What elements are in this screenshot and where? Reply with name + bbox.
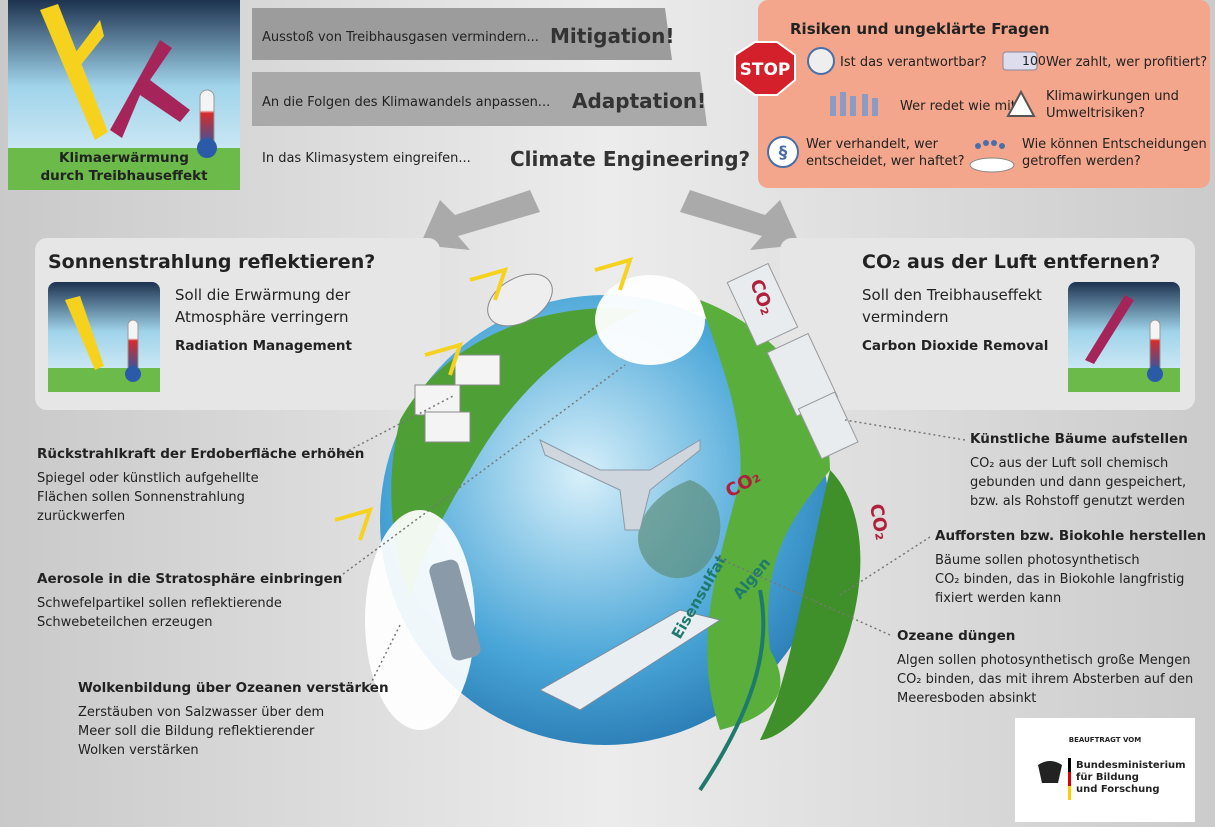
measure-text: Meeresboden absinkt xyxy=(897,691,1036,706)
measure-text: CO₂ binden, das in Biokohle langfristig xyxy=(935,572,1184,587)
measure-text: Meer soll die Bildung reflektierender xyxy=(78,724,315,739)
measure-text: CO₂ aus der Luft soll chemisch xyxy=(970,456,1168,471)
approach-right: CO₂ aus der Luft entfernen? Soll den Tre… xyxy=(780,238,1195,410)
risk-item: Wer redet wie mit? xyxy=(900,99,1023,114)
measure-title: Aerosole in die Stratosphäre einbringen xyxy=(37,571,342,587)
money-icon: 100 xyxy=(1022,53,1046,68)
approach-title: CO₂ aus der Luft entfernen? xyxy=(862,251,1160,273)
panel-label: Klimaerwärmung xyxy=(59,150,189,166)
strategy-name: Mitigation! xyxy=(550,24,675,48)
measure-text: fixiert werden kann xyxy=(935,591,1061,606)
sponsor-name: und Forschung xyxy=(1076,784,1160,795)
panel-label: durch Treibhauseffekt xyxy=(40,168,208,184)
sponsor-note: BEAUFTRAGT VOM xyxy=(1069,736,1141,744)
law-icon: § xyxy=(779,143,788,163)
strategy-lead: In das Klimasystem eingreifen... xyxy=(262,151,471,166)
risk-item: Ist das verantwortbar? xyxy=(840,55,987,70)
measure-text: Algen sollen photosynthetisch große Meng… xyxy=(897,653,1191,668)
approach-text: vermindern xyxy=(862,308,948,326)
measure-text: Spiegel oder künstlich aufgehellte xyxy=(37,471,259,486)
measure-title: Aufforsten bzw. Biokohle herstellen xyxy=(935,528,1206,544)
measure-text: Zerstäuben von Salzwasser über dem xyxy=(78,705,324,720)
measure-title: Künstliche Bäume aufstellen xyxy=(970,431,1188,447)
risk-item: Klimawirkungen und xyxy=(1046,89,1179,104)
measure-title: Wolkenbildung über Ozeanen verstärken xyxy=(78,680,389,696)
measure-title: Ozeane düngen xyxy=(897,628,1015,644)
approach-text: Atmosphäre verringern xyxy=(175,308,349,326)
risk-item: Wer verhandelt, wer xyxy=(806,137,939,152)
approach-text: Soll den Treibhauseffekt xyxy=(862,286,1042,304)
approach-name: Carbon Dioxide Removal xyxy=(862,338,1048,354)
measure-text: zurückwerfen xyxy=(37,509,125,524)
risks-title: Risiken und ungeklärte Fragen xyxy=(790,20,1050,38)
risk-item: Wie können Entscheidungen xyxy=(1022,137,1207,152)
strategy-lead: An die Folgen des Klimawandels anpassen.… xyxy=(262,95,550,110)
sponsor-name: Bundesministerium xyxy=(1076,760,1186,771)
greenhouse-panel: Klimaerwärmung durch Treibhauseffekt xyxy=(8,0,240,190)
strategy-name: Adaptation! xyxy=(572,89,706,113)
measure-title: Rückstrahlkraft der Erdoberfläche erhöhe… xyxy=(37,446,364,462)
measure-text: CO₂ binden, das mit ihrem Absterben auf … xyxy=(897,672,1193,687)
measure-text: Schwefelpartikel sollen reflektierende xyxy=(37,596,282,611)
strategy-lead: Ausstoß von Treibhausgasen vermindern... xyxy=(262,30,539,45)
risks-box: Risiken und ungeklärte Fragen STOP Ist d… xyxy=(735,0,1210,188)
risk-item: Wer zahlt, wer profitiert? xyxy=(1046,55,1207,70)
approach-name: Radiation Management xyxy=(175,338,352,354)
measure-text: Schwebeteilchen erzeugen xyxy=(37,615,213,630)
approach-text: Soll die Erwärmung der xyxy=(175,286,351,304)
sponsor-name: für Bildung xyxy=(1076,772,1139,783)
risk-item: entscheidet, wer haftet? xyxy=(806,154,964,169)
approach-title: Sonnenstrahlung reflektieren? xyxy=(48,251,375,273)
strategy-name: Climate Engineering? xyxy=(510,147,750,171)
risk-item: getroffen werden? xyxy=(1022,154,1141,169)
approach-left: Sonnenstrahlung reflektieren? Soll die E… xyxy=(35,238,440,410)
measure-text: bzw. als Rohstoff genutzt werden xyxy=(970,494,1185,509)
stop-sign: STOP xyxy=(740,60,791,80)
sponsor-logo: BEAUFTRAGT VOM Bundesministerium für Bil… xyxy=(1015,718,1195,822)
infographic: Klimaerwärmung durch Treibhauseffekt Aus… xyxy=(0,0,1215,827)
measure-text: Wolken verstärken xyxy=(78,743,199,758)
measure-text: gebunden und dann gespeichert, xyxy=(970,475,1186,490)
measure-text: Bäume sollen photosynthetisch xyxy=(935,553,1140,568)
measure-text: Flächen sollen Sonnenstrahlung xyxy=(37,490,245,505)
risk-item: Umweltrisiken? xyxy=(1046,106,1145,121)
